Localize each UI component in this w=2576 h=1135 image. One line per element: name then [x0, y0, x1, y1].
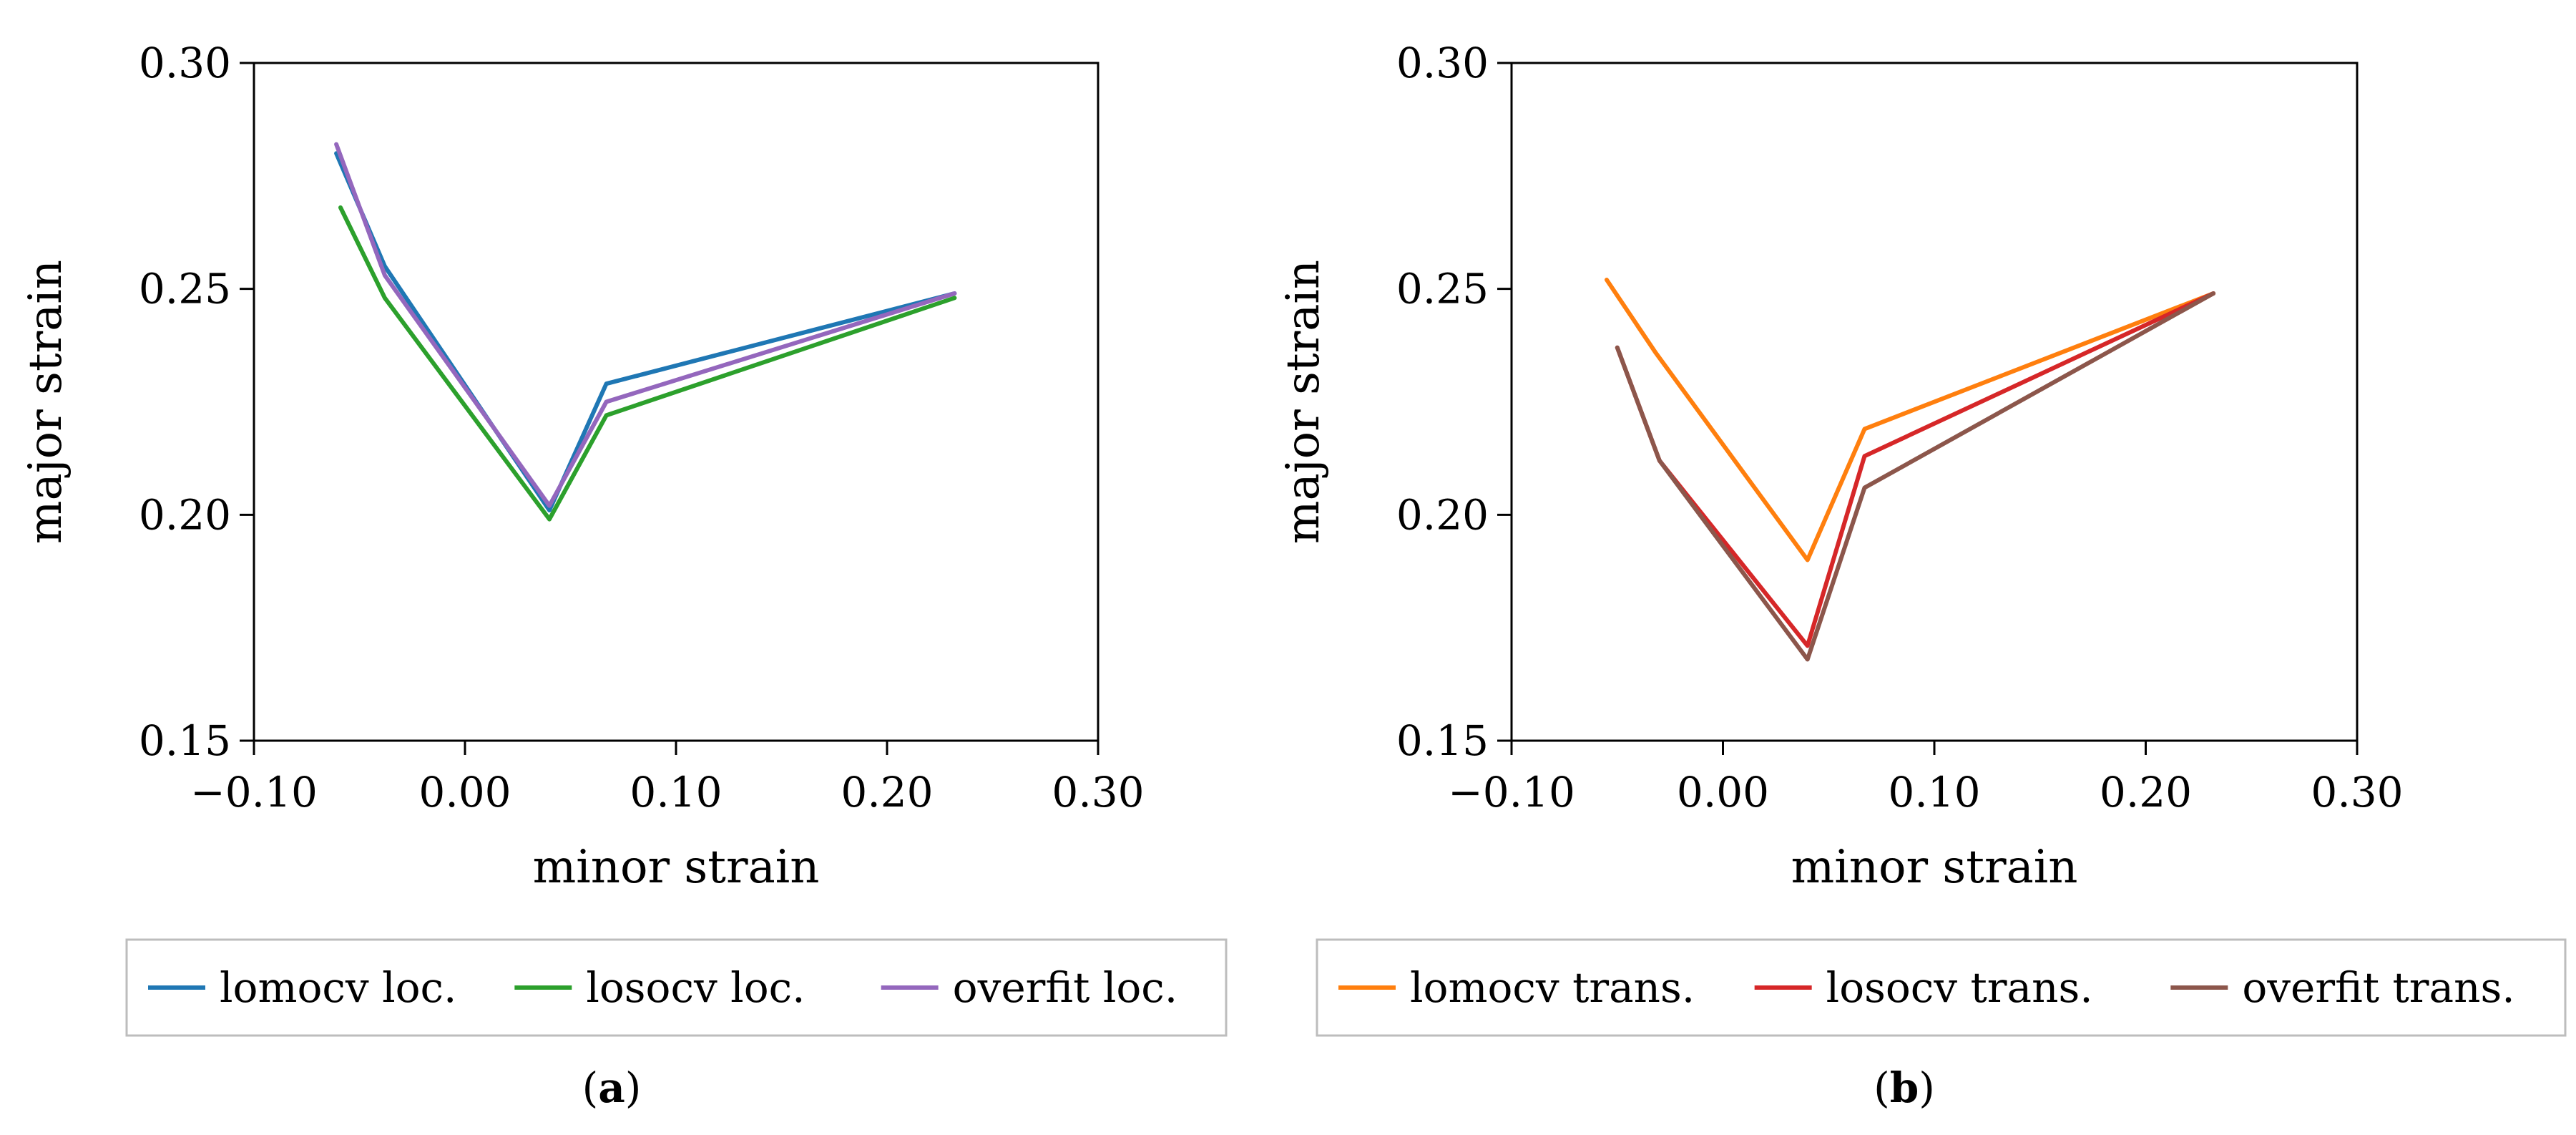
- series-line-overfit-trans: [1615, 291, 2216, 662]
- panel-caption: (a): [582, 1063, 642, 1112]
- y-tick-label: 0.25: [1396, 265, 1489, 313]
- legend-box: [1316, 938, 2567, 1037]
- x-tick-label: −0.10: [190, 768, 318, 817]
- panel-caption: (b): [1874, 1063, 1935, 1112]
- y-tick-label: 0.30: [139, 39, 231, 87]
- panel-b: −0.10 0.00 0.10 0.20 0.30 0.15 0.20 0.25 0.30 min…: [1277, 39, 2567, 1112]
- series-line-overfit-loc: [334, 142, 957, 508]
- legend-box: [125, 938, 1228, 1037]
- x-tick-label: 0.10: [630, 768, 722, 817]
- y-tick-label: 0.20: [1396, 490, 1489, 539]
- legend-label: losocv loc.: [586, 963, 805, 1012]
- x-tick-label: 0.20: [841, 768, 933, 817]
- panel-a: −0.10 0.00 0.10 0.20 0.30 0.15 0.20 0.25 0.30 min…: [19, 39, 1228, 1112]
- y-tick-label: 0.30: [1396, 39, 1489, 87]
- y-tick-label: 0.25: [139, 265, 231, 313]
- x-tick-label: 0.00: [418, 768, 511, 817]
- x-axis-label: minor strain: [1791, 841, 2078, 894]
- y-axis-label: major strain: [19, 260, 72, 544]
- series-line-lomocv-trans: [1605, 278, 2216, 562]
- legend-label: lomocv trans.: [1410, 963, 1695, 1012]
- legend-label: overfit loc.: [953, 963, 1178, 1012]
- x-tick-label: 0.00: [1677, 768, 1769, 817]
- y-axis-label: major strain: [1277, 260, 1330, 544]
- x-tick-label: 0.30: [2311, 768, 2403, 817]
- legend-label: losocv trans.: [1826, 963, 2093, 1012]
- legend-label: lomocv loc.: [220, 963, 456, 1012]
- x-tick-label: 0.10: [1888, 768, 1980, 817]
- legend-label: overfit trans.: [2242, 963, 2514, 1012]
- x-tick-label: −0.10: [1448, 768, 1575, 817]
- x-tick-label: 0.20: [2100, 768, 2192, 817]
- y-tick-label: 0.15: [1396, 716, 1489, 765]
- series-line-losocv-loc: [338, 205, 957, 522]
- x-axis-label: minor strain: [533, 841, 820, 894]
- y-tick-label: 0.15: [139, 716, 231, 765]
- x-tick-label: 0.30: [1052, 768, 1144, 817]
- y-tick-label: 0.20: [139, 490, 231, 539]
